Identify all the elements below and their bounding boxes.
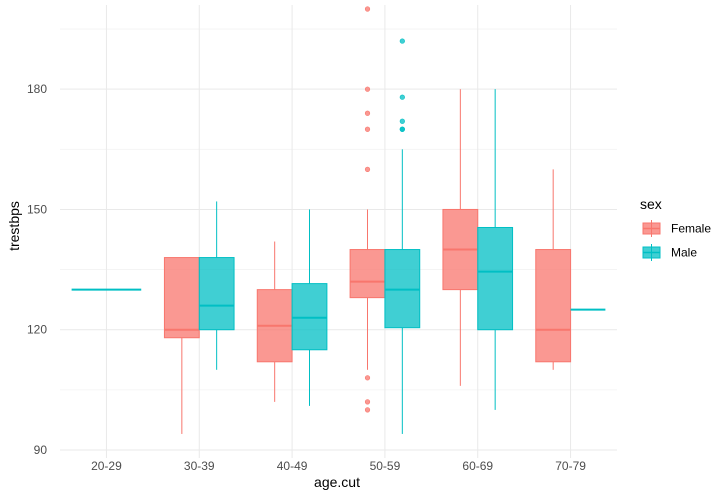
- outlier-point: [399, 126, 405, 132]
- box-female-30-39: [163, 257, 200, 434]
- box-rect: [535, 249, 572, 363]
- x-tick-label: 20-29: [91, 459, 122, 473]
- legend-key-female: [642, 220, 661, 237]
- box-female-40-49: [256, 241, 293, 402]
- outlier-point: [364, 399, 371, 405]
- box-rect: [291, 283, 328, 351]
- y-tick-label: 90: [34, 443, 48, 457]
- legend-label: Male: [671, 246, 697, 260]
- legend: sex Female Male: [640, 196, 711, 261]
- outlier-point: [399, 38, 405, 44]
- box-rect: [384, 249, 421, 329]
- x-tick-label: 60-69: [462, 459, 493, 473]
- box-male-60-69: [477, 89, 514, 410]
- box-series: [71, 6, 606, 434]
- y-tick-label: 150: [27, 202, 47, 216]
- legend-key-male: [642, 244, 661, 261]
- box-rect: [198, 257, 235, 331]
- box-female-70-79: [535, 169, 572, 370]
- legend-label: Female: [671, 222, 711, 236]
- box-female-60-69: [442, 89, 479, 386]
- outlier-point: [364, 86, 371, 92]
- x-tick-label: 40-49: [277, 459, 308, 473]
- x-tick-label: 30-39: [184, 459, 215, 473]
- outlier-point: [364, 110, 371, 116]
- box-male-30-39: [198, 201, 235, 370]
- outlier-point: [399, 118, 405, 124]
- y-tick-label: 120: [27, 323, 47, 337]
- x-tick-label: 70-79: [555, 459, 586, 473]
- y-axis-title: trestbps: [6, 201, 22, 251]
- outlier-point: [364, 407, 371, 413]
- grid-lines: [60, 5, 617, 458]
- x-tick-label: 50-59: [370, 459, 401, 473]
- y-tick-label: 180: [27, 82, 47, 96]
- legend-title: sex: [640, 196, 662, 212]
- box-rect: [477, 226, 514, 331]
- box-male-50-59: [384, 38, 421, 434]
- x-axis-title: age.cut: [314, 474, 360, 490]
- axes: 90 120 150 180 20-29 30-39 40-49 50-59 60-69 70-7…: [27, 82, 586, 473]
- outlier-point: [399, 94, 405, 100]
- outlier-point: [364, 375, 371, 381]
- box-rect: [163, 257, 200, 339]
- box-male-40-49: [291, 209, 328, 406]
- outlier-point: [364, 166, 371, 172]
- box-rect: [349, 249, 386, 299]
- outlier-point: [364, 6, 371, 12]
- outlier-point: [364, 126, 371, 132]
